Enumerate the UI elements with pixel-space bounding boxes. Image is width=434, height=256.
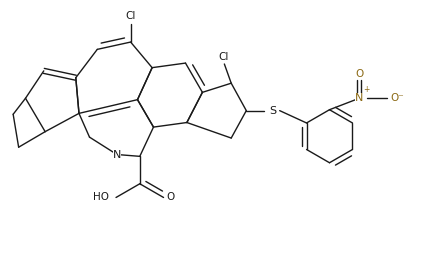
Text: +: + bbox=[362, 85, 368, 94]
Text: O: O bbox=[166, 193, 174, 202]
Text: O: O bbox=[354, 69, 362, 79]
Text: N: N bbox=[112, 150, 121, 159]
Text: S: S bbox=[268, 106, 275, 116]
Text: N: N bbox=[354, 93, 362, 103]
Text: Cl: Cl bbox=[125, 12, 135, 22]
Text: Cl: Cl bbox=[218, 52, 228, 62]
Text: O⁻: O⁻ bbox=[389, 93, 403, 103]
Text: HO: HO bbox=[93, 193, 109, 202]
